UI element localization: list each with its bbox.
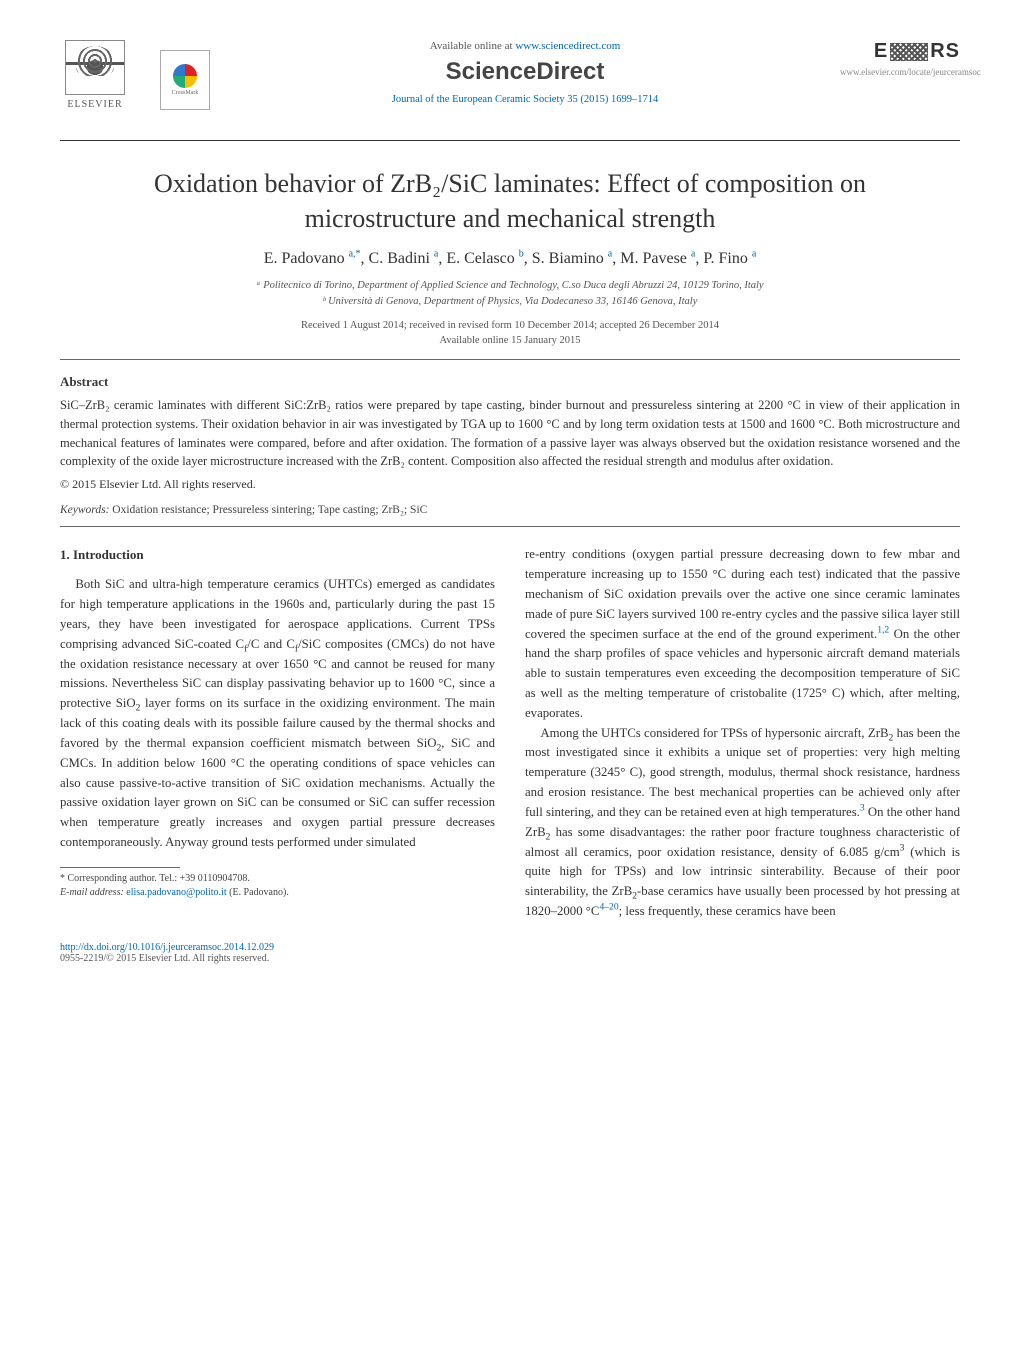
elsevier-label: ELSEVIER [67,99,122,110]
abstract-heading: Abstract [60,374,960,390]
locate-url[interactable]: www.elsevier.com/locate/jeurceramsoc [840,67,960,77]
sciencedirect-url[interactable]: www.sciencedirect.com [515,40,620,52]
author-list: E. Padovano a,*, C. Badini a, E. Celasco… [60,250,960,268]
rule-top [60,140,960,141]
sciencedirect-logo: ScienceDirect [225,58,825,86]
footnote-rule [60,867,180,868]
rule-after-keywords [60,526,960,527]
center-header: Available online at www.sciencedirect.co… [210,40,840,105]
abstract-text: SiC–ZrB₂ ceramic laminates with differen… [60,396,960,471]
crossmark-label: CrossMark [172,90,199,96]
available-online: Available online at www.sciencedirect.co… [225,40,825,52]
keywords-label: Keywords: [60,504,109,516]
rule-after-dates [60,359,960,360]
issn-line: 0955-2219/© 2015 Elsevier Ltd. All right… [60,953,960,964]
column-left: 1. Introduction Both SiC and ultra-high … [60,545,495,922]
intro-para-1: Both SiC and ultra-high temperature cera… [60,575,495,853]
keywords-line: Keywords: Oxidation resistance; Pressure… [60,504,960,516]
intro-para-2: re-entry conditions (oxygen partial pres… [525,545,960,723]
dates-online: Available online 15 January 2015 [60,333,960,349]
header: ELSEVIER CrossMark Available online at w… [60,40,960,120]
journal-reference[interactable]: Journal of the European Ceramic Society … [225,94,825,105]
article-title: Oxidation behavior of ZrB₂/SiC laminates… [100,166,920,236]
section-1-heading: 1. Introduction [60,545,495,565]
affiliations: ᵃ Politecnico di Torino, Department of A… [60,278,960,310]
affiliation-b: ᵇ Università di Genova, Department of Ph… [60,294,960,310]
keywords-text: Oxidation resistance; Pressureless sinte… [109,504,427,516]
intro-para-3: Among the UHTCs considered for TPSs of h… [525,724,960,922]
corr-author-line: * Corresponding author. Tel.: +39 011090… [60,872,495,886]
ecers-e: E [874,40,888,63]
ecers-rs: RS [930,40,960,63]
article-dates: Received 1 August 2014; received in revi… [60,318,960,350]
elsevier-logo: ELSEVIER [60,40,130,120]
abstract-copyright: © 2015 Elsevier Ltd. All rights reserved… [60,477,960,492]
right-logo-block: E RS www.elsevier.com/locate/jeurceramsoc [840,40,960,77]
body-columns: 1. Introduction Both SiC and ultra-high … [60,545,960,922]
corr-email[interactable]: elisa.padovano@polito.it [126,887,226,898]
elsevier-tree-icon [65,40,125,95]
page-footer: http://dx.doi.org/10.1016/j.jeurceramsoc… [60,942,960,964]
crossmark-icon [173,64,197,88]
crossmark-badge[interactable]: CrossMark [160,50,210,110]
column-right: re-entry conditions (oxygen partial pres… [525,545,960,922]
ecers-pattern-icon [890,43,928,61]
email-label: E-mail address: [60,887,126,898]
ecers-logo: E RS [840,40,960,63]
corresponding-footnote: * Corresponding author. Tel.: +39 011090… [60,872,495,900]
corr-email-line: E-mail address: elisa.padovano@polito.it… [60,886,495,900]
available-prefix: Available online at [430,40,516,52]
corr-email-suffix: (E. Padovano). [227,887,289,898]
doi-link[interactable]: http://dx.doi.org/10.1016/j.jeurceramsoc… [60,942,960,953]
affiliation-a: ᵃ Politecnico di Torino, Department of A… [60,278,960,294]
dates-received: Received 1 August 2014; received in revi… [60,318,960,334]
left-logos: ELSEVIER CrossMark [60,40,210,120]
